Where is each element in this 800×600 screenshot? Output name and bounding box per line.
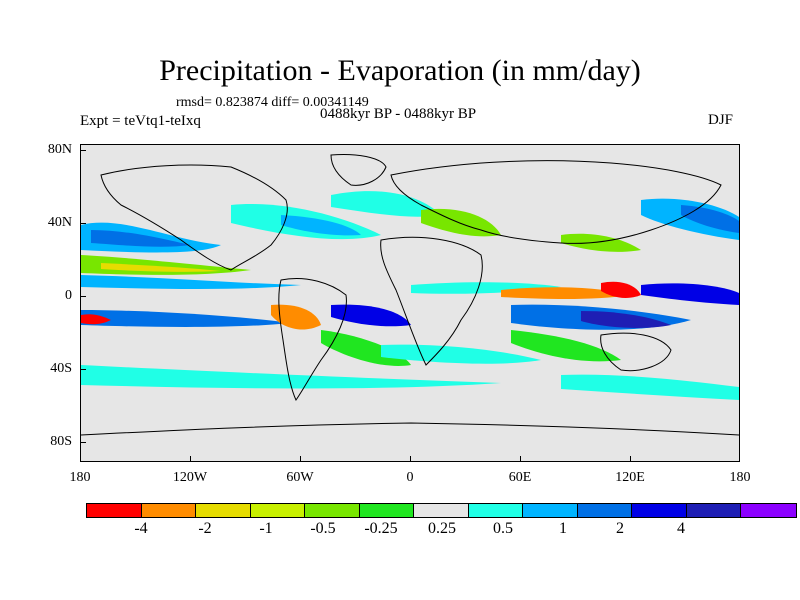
- field-pos: [331, 191, 441, 217]
- colorbar-swatch: [250, 504, 305, 517]
- field-neg: [561, 233, 641, 252]
- field-pos: [641, 283, 739, 305]
- lon-tick: [630, 456, 631, 462]
- lon-tick: [520, 456, 521, 462]
- lat-tick: [80, 296, 86, 297]
- colorbar-swatch: [632, 504, 687, 517]
- field-neg: [511, 330, 621, 362]
- colorbar-label: 0.5: [493, 520, 513, 537]
- lat-label: 0: [65, 288, 72, 303]
- lon-label: 0: [406, 470, 414, 485]
- colorbar-label: -0.5: [310, 520, 336, 537]
- colorbar-swatch: [141, 504, 196, 517]
- field-neg: [501, 287, 631, 299]
- field-pos: [381, 344, 541, 364]
- coastline-antarctica: [81, 422, 739, 436]
- lat-tick: [80, 442, 86, 443]
- field-neg: [101, 263, 221, 272]
- lon-tick: [190, 456, 191, 462]
- colorbar-swatch: [468, 504, 523, 517]
- field-pos: [281, 215, 361, 236]
- lat-label: 80N: [47, 142, 72, 157]
- colorbar-label: -4: [134, 520, 148, 537]
- colorbar-swatch: [359, 504, 414, 517]
- lon-label: 180: [729, 470, 751, 485]
- colorbar-swatch: [577, 504, 632, 517]
- colorbar-label: 4: [677, 520, 685, 537]
- colorbar-swatch: [305, 504, 360, 517]
- coastline-africa: [380, 236, 483, 366]
- lat-label: 40N: [47, 215, 72, 230]
- experiment-label: Expt = teVtq1-teIxq: [80, 113, 201, 129]
- colorbar-swatch: [87, 504, 142, 517]
- field-neg: [271, 304, 321, 330]
- period-label: 0488kyr BP - 0488kyr BP: [320, 106, 477, 122]
- coastline-eurasia: [390, 160, 722, 244]
- lon-label: 120E: [615, 470, 645, 485]
- colorbar-label: -1: [259, 520, 273, 537]
- world-map-panel: [80, 144, 740, 462]
- lon-label: 60E: [508, 470, 532, 485]
- field-pos: [681, 205, 739, 233]
- colorbar: [86, 503, 797, 518]
- field-neg: [421, 208, 501, 237]
- colorbar-swatch: [414, 504, 469, 517]
- colorbar-label: -0.25: [364, 520, 398, 537]
- lat-tick: [80, 223, 86, 224]
- field-pos: [91, 230, 191, 247]
- coastline-south-america: [278, 277, 347, 401]
- colorbar-swatch: [686, 504, 741, 517]
- field-pos: [331, 304, 411, 327]
- coastline-greenland: [330, 154, 387, 186]
- field-pos: [81, 275, 301, 289]
- lon-label: 120W: [172, 470, 208, 485]
- lat-tick: [80, 150, 86, 151]
- lon-label: 60W: [286, 470, 314, 485]
- lat-label: 80S: [50, 434, 72, 449]
- colorbar-label: 1: [559, 520, 567, 537]
- lon-tick: [300, 456, 301, 462]
- lat-tick: [80, 369, 86, 370]
- field-neg: [81, 314, 111, 325]
- field-neg: [601, 281, 641, 298]
- colorbar-label: 0.25: [428, 520, 456, 537]
- field-pos: [81, 365, 501, 389]
- colorbar-swatch: [523, 504, 578, 517]
- colorbar-label: -2: [198, 520, 212, 537]
- figure-title: Precipitation - Evaporation (in mm/day): [159, 54, 641, 87]
- colorbar-swatch: [196, 504, 251, 517]
- season-label: DJF: [708, 112, 734, 128]
- coastline-north-america: [100, 164, 288, 271]
- lon-label: 180: [69, 470, 91, 485]
- lon-tick: [410, 456, 411, 462]
- field-pos: [581, 311, 671, 328]
- precip-evap-field: [81, 154, 739, 436]
- stats-text: rmsd= 0.823874 diff= 0.00341149: [176, 95, 369, 110]
- colorbar-label: 2: [616, 520, 624, 537]
- coastline-australia: [600, 332, 672, 372]
- field-pos: [561, 374, 739, 400]
- colorbar-swatch: [741, 504, 796, 517]
- lat-label: 40S: [50, 361, 72, 376]
- field-pos: [81, 310, 291, 327]
